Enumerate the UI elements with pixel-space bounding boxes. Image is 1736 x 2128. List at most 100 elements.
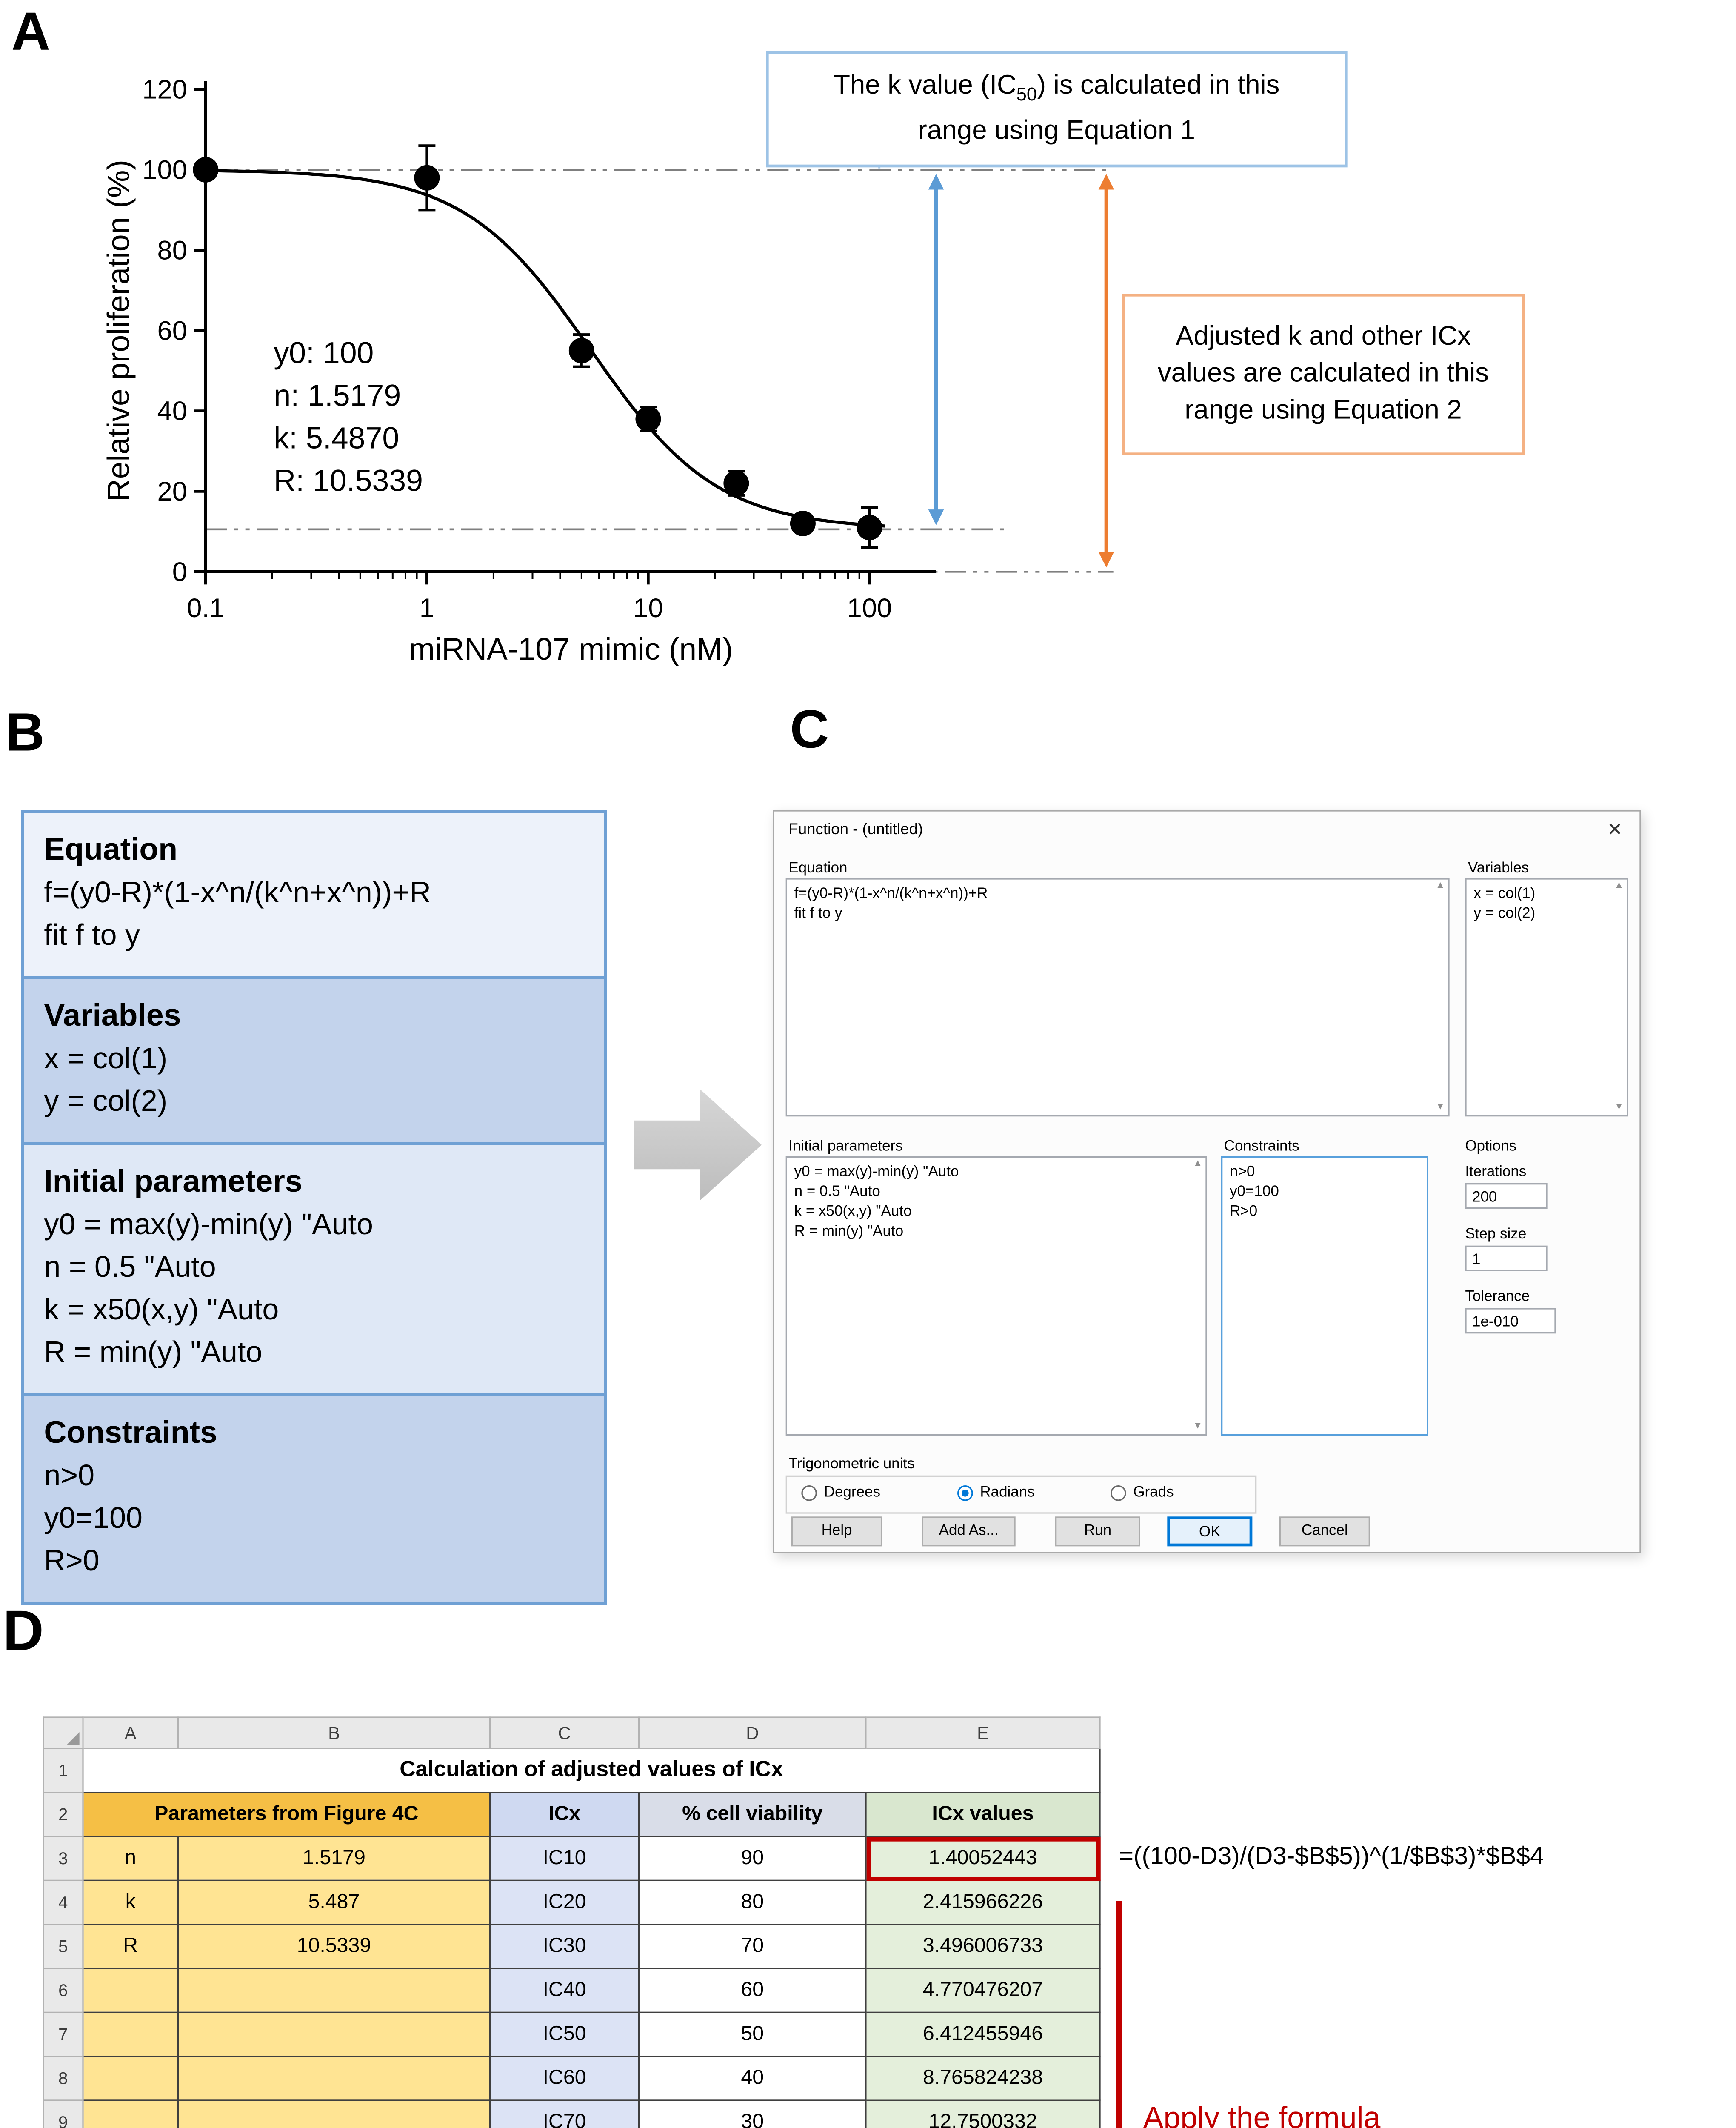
section-line: R = min(y) "Auto <box>44 1336 263 1369</box>
param-name-cell[interactable] <box>82 2055 179 2101</box>
row-header-7[interactable]: 7 <box>42 2011 84 2057</box>
row-header-5[interactable]: 5 <box>42 1923 84 1969</box>
param-value-cell[interactable]: 1.5179 <box>177 1836 491 1881</box>
param-value-cell[interactable]: 5.487 <box>177 1879 491 1925</box>
row-header-2[interactable]: 2 <box>42 1791 84 1837</box>
sheet-title-cell[interactable]: Calculation of adjusted values of ICx <box>82 1748 1101 1793</box>
right-arrow-icon <box>634 1089 762 1200</box>
viability-cell[interactable]: 30 <box>638 2099 867 2128</box>
options-group-label: Options <box>1465 1138 1516 1155</box>
y-tick-label: 60 <box>157 316 187 346</box>
viability-header-cell[interactable]: % cell viability <box>638 1791 867 1837</box>
viability-cell[interactable]: 50 <box>638 2011 867 2057</box>
constraints-editor[interactable]: n>0 y0=100 R>0 <box>1221 1156 1428 1436</box>
row-header-1[interactable]: 1 <box>42 1748 84 1793</box>
column-header-a[interactable]: A <box>82 1716 179 1749</box>
equation-text-line: f=(y0-R)*(1-x^n/(k^n+x^n))+R <box>794 885 988 902</box>
variables-editor[interactable]: x = col(1) y = col(2) ▲ ▼ <box>1465 878 1628 1117</box>
section-line: f=(y0-R)*(1-x^n/(k^n+x^n))+R <box>44 876 431 910</box>
callout-text: ) is calculated in this <box>1037 71 1280 101</box>
scroll-up-icon[interactable]: ▲ <box>1435 881 1445 891</box>
viability-cell[interactable]: 70 <box>638 1923 867 1969</box>
scroll-down-icon[interactable]: ▼ <box>1193 1421 1203 1432</box>
viability-cell[interactable]: 90 <box>638 1836 867 1881</box>
help-button[interactable]: Help <box>791 1516 882 1547</box>
icx-value-cell[interactable]: 12.7500332 <box>865 2099 1101 2128</box>
viability-cell[interactable]: 80 <box>638 1879 867 1925</box>
variables-text-line: x = col(1) <box>1473 885 1536 902</box>
radio-radians[interactable]: Radians <box>957 1484 1035 1501</box>
initial-parameters-line: k = x50(x,y) "Auto <box>794 1203 912 1220</box>
scroll-down-icon[interactable]: ▼ <box>1435 1102 1445 1113</box>
column-header-b[interactable]: B <box>177 1716 491 1749</box>
sheet-row-4: 4 k 5.487 IC20 80 2.415966226 <box>42 1879 1101 1925</box>
column-header-e[interactable]: E <box>865 1716 1101 1749</box>
equation2-range-arrow-head <box>1098 174 1114 190</box>
row-header-3[interactable]: 3 <box>42 1836 84 1881</box>
cancel-button[interactable]: Cancel <box>1279 1516 1370 1547</box>
scroll-up-icon[interactable]: ▲ <box>1614 881 1624 891</box>
close-icon[interactable]: ✕ <box>1607 818 1623 840</box>
icx-cell[interactable]: IC20 <box>489 1879 640 1925</box>
icx-header-cell[interactable]: ICx <box>489 1791 640 1837</box>
param-value-cell[interactable] <box>177 2011 491 2057</box>
param-value-cell[interactable] <box>177 1968 491 2013</box>
param-name-cell[interactable] <box>82 2099 179 2128</box>
run-button[interactable]: Run <box>1055 1516 1140 1547</box>
tolerance-input[interactable]: 1e-010 <box>1465 1308 1556 1334</box>
viability-cell[interactable]: 40 <box>638 2055 867 2101</box>
add-as-button[interactable]: Add As... <box>922 1516 1016 1547</box>
sheet-row-7: 7 IC50 50 6.412455946 <box>42 2011 1101 2057</box>
formula-annotation: =((100-D3)/(D3-$B$5))^(1/$B$3)*$B$4 <box>1119 1841 1544 1870</box>
scroll-up-icon[interactable]: ▲ <box>1193 1159 1203 1169</box>
param-name-cell[interactable]: n <box>82 1836 179 1881</box>
icx-cell[interactable]: IC60 <box>489 2055 640 2101</box>
radio-label: Degrees <box>824 1484 881 1501</box>
icx-cell[interactable]: IC10 <box>489 1836 640 1881</box>
select-all-button[interactable] <box>42 1716 84 1749</box>
drag-note: Apply the formula by dragging down <box>1143 2097 1384 2128</box>
viability-cell[interactable]: 60 <box>638 1968 867 2013</box>
tolerance-label: Tolerance <box>1465 1288 1530 1305</box>
icx-values-header-cell[interactable]: ICx values <box>865 1791 1101 1837</box>
row-header-6[interactable]: 6 <box>42 1968 84 2013</box>
constraints-line: y0=100 <box>1229 1183 1279 1200</box>
scroll-down-icon[interactable]: ▼ <box>1614 1102 1624 1113</box>
icx-cell[interactable]: IC50 <box>489 2011 640 2057</box>
param-name-cell[interactable]: R <box>82 1923 179 1969</box>
ok-button[interactable]: OK <box>1167 1516 1253 1547</box>
param-value-cell[interactable]: 10.5339 <box>177 1923 491 1969</box>
fit-param-k: k: 5.4870 <box>274 421 400 455</box>
radio-degrees[interactable]: Degrees <box>801 1484 880 1501</box>
spreadsheet: A B C D E 1 Calculation of adjusted values of … <box>42 1716 1101 2128</box>
icx-cell[interactable]: IC40 <box>489 1968 640 2013</box>
iterations-input[interactable]: 200 <box>1465 1183 1548 1209</box>
icx-value-cell[interactable]: 3.496006733 <box>865 1923 1101 1969</box>
icx-cell[interactable]: IC70 <box>489 2099 640 2128</box>
row-header-9[interactable]: 9 <box>42 2099 84 2128</box>
step-size-input[interactable]: 1 <box>1465 1245 1548 1271</box>
icx-value-cell[interactable]: 8.765824238 <box>865 2055 1101 2101</box>
column-header-d[interactable]: D <box>638 1716 867 1749</box>
constraints-line: R>0 <box>1229 1203 1258 1220</box>
param-name-cell[interactable] <box>82 2011 179 2057</box>
row-header-4[interactable]: 4 <box>42 1879 84 1925</box>
equation-editor[interactable]: f=(y0-R)*(1-x^n/(k^n+x^n))+R fit f to y … <box>785 878 1450 1117</box>
icx-cell[interactable]: IC30 <box>489 1923 640 1969</box>
param-name-cell[interactable] <box>82 1968 179 2013</box>
column-header-c[interactable]: C <box>489 1716 640 1749</box>
icx-value-cell[interactable]: 1.40052443 <box>865 1836 1101 1881</box>
param-value-cell[interactable] <box>177 2099 491 2128</box>
icx-value-cell[interactable]: 4.770476207 <box>865 1968 1101 2013</box>
fit-param-r: R: 10.5339 <box>274 463 423 498</box>
radio-grads[interactable]: Grads <box>1110 1484 1174 1501</box>
initial-parameters-editor[interactable]: y0 = max(y)-min(y) "Auto n = 0.5 "Auto k… <box>785 1156 1207 1436</box>
data-point <box>635 406 661 432</box>
row-header-8[interactable]: 8 <box>42 2055 84 2101</box>
icx-value-cell[interactable]: 2.415966226 <box>865 1879 1101 1925</box>
icx-value-cell[interactable]: 6.412455946 <box>865 2011 1101 2057</box>
param-value-cell[interactable] <box>177 2055 491 2101</box>
section-title: Equation <box>44 831 178 867</box>
param-name-cell[interactable]: k <box>82 1879 179 1925</box>
params-header-cell[interactable]: Parameters from Figure 4C <box>82 1791 491 1837</box>
